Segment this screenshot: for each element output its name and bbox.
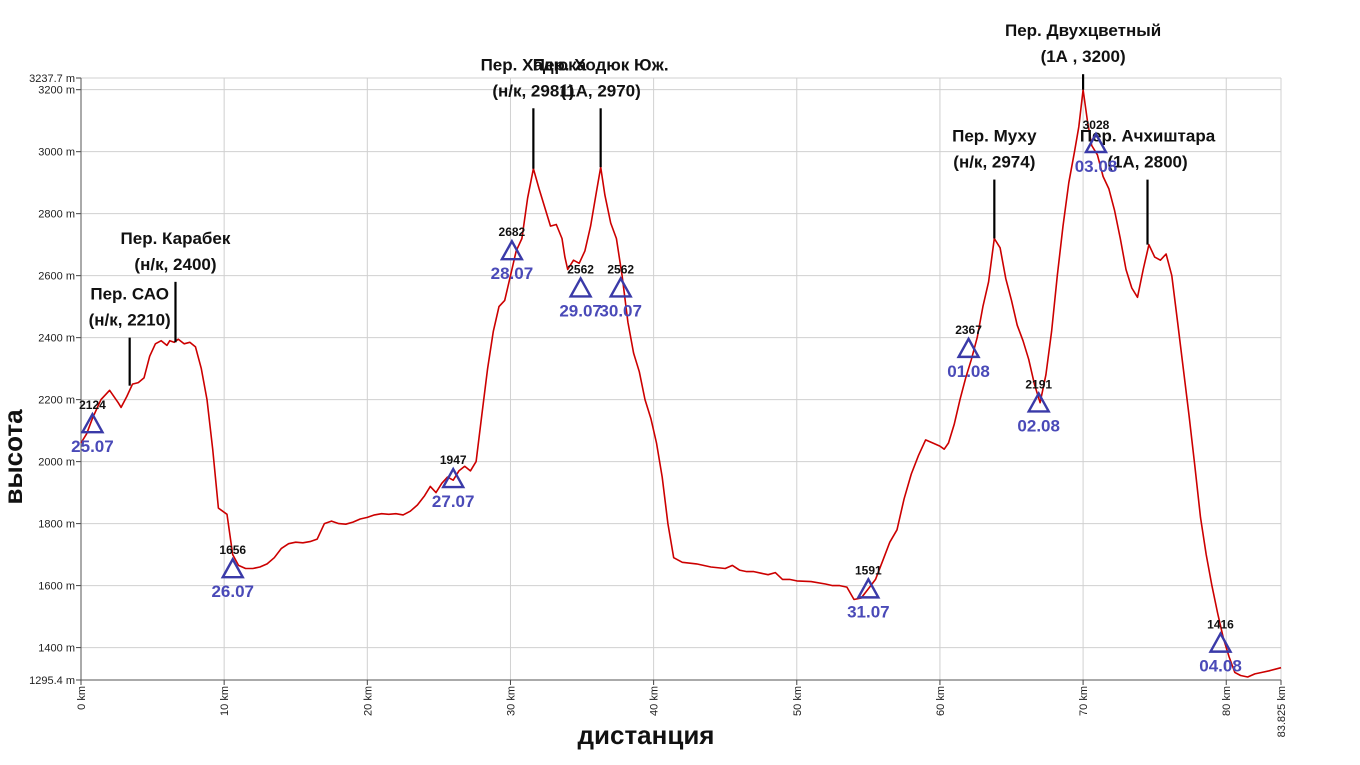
camp-triangle-marker (1026, 390, 1051, 413)
pass-label: Пер. Ачхиштара (1080, 127, 1216, 146)
camp-date-label: 27.07 (432, 492, 475, 511)
pass-label: (1А , 3200) (1041, 47, 1126, 66)
camp-elevation-label: 2562 (607, 262, 634, 276)
pass-label: (н/к, 2981) (492, 81, 574, 100)
y-tick-label: 1400 m (38, 643, 75, 655)
x-tick-label: 10 km (219, 686, 231, 716)
camp-elevation-label: 2682 (499, 225, 526, 239)
camp-date-label: 01.08 (947, 362, 990, 381)
y-tick-label: 2600 m (38, 271, 75, 283)
camp-date-label: 30.07 (599, 301, 642, 320)
x-tick-label: 0 km (76, 686, 88, 710)
x-tick-label: 60 km (935, 686, 947, 716)
x-tick-label: 50 km (792, 686, 804, 716)
y-tick-label: 1600 m (38, 581, 75, 593)
camp-triangle-marker (499, 238, 524, 261)
y-tick-label: 3200 m (38, 85, 75, 97)
y-tick-label: 3237.7 m (29, 73, 75, 85)
y-tick-label: 2200 m (38, 395, 75, 407)
y-tick-label: 2800 m (38, 209, 75, 221)
camp-date-label: 02.08 (1017, 416, 1060, 435)
camp-triangle-marker (956, 336, 981, 359)
camp-markers: 2124 25.07 1656 26.07 1947 27.07 2682 28.07 2562… (71, 118, 1242, 676)
x-tick-label: 30 km (505, 686, 517, 716)
x-tick-label: 40 km (649, 686, 661, 716)
y-tick-label: 1295.4 m (29, 675, 75, 687)
pass-label: Пер. Муху (952, 127, 1037, 146)
camp-triangle-marker (441, 466, 466, 489)
camp-elevation-label: 1591 (855, 563, 882, 577)
elevation-line (80, 88, 1282, 678)
pass-label: (1А, 2970) (560, 81, 640, 100)
camp-elevation-label: 1947 (440, 453, 467, 467)
camp-elevation-label: 1416 (1207, 618, 1234, 632)
camp-date-label: 25.07 (71, 437, 114, 456)
pass-label: (1А, 2800) (1107, 153, 1187, 172)
camp-elevation-label: 2191 (1025, 377, 1052, 391)
y-tick-label: 2400 m (38, 333, 75, 345)
camp-triangle-marker (1208, 631, 1233, 653)
y-tick-label: 1800 m (38, 519, 75, 531)
x-tick-label: 80 km (1221, 686, 1233, 716)
camp-elevation-label: 2124 (79, 398, 106, 412)
camp-elevation-label: 1656 (219, 543, 246, 557)
camp-triangle-marker (220, 556, 245, 579)
camp-elevation-label: 2367 (955, 323, 982, 337)
camp-date-label: 26.07 (211, 582, 254, 601)
pass-label: Пер. Хадюка (481, 55, 587, 74)
pass-label: (н/к, 2400) (134, 255, 216, 274)
camp-triangle-marker (568, 275, 593, 298)
pass-label: (н/к, 2974) (953, 153, 1035, 172)
camp-triangle-marker (80, 411, 105, 434)
camp-date-label: 29.07 (559, 301, 602, 320)
pass-label: Пер. Карабек (121, 229, 231, 248)
y-tick-label: 3000 m (38, 147, 75, 159)
pass-label: (н/к, 2210) (89, 311, 171, 330)
camp-triangle-marker (608, 275, 633, 298)
x-axis-title: дистанция (578, 720, 715, 750)
pass-label: Пер. САО (90, 285, 169, 304)
pass-label: Пер. Двухцветный (1005, 21, 1161, 40)
x-tick-label: 70 km (1078, 686, 1090, 716)
camp-triangle-marker (1083, 131, 1109, 154)
pass-annotations: Пер. САО (н/к, 2210) Пер. Карабек (н/к, 240… (89, 21, 1216, 386)
x-tick-label: 20 km (362, 686, 374, 716)
pass-label: Пер. Ходюк Юж. (533, 55, 669, 74)
camp-elevation-label: 3028 (1083, 118, 1110, 132)
camp-date-label: 28.07 (491, 264, 534, 283)
camp-date-label: 31.07 (847, 602, 890, 621)
camp-date-label: 03.08 (1075, 157, 1118, 176)
camp-triangle-marker (856, 576, 881, 599)
elevation-line-layer (80, 88, 1282, 678)
x-tick-label: 83.825 km (1276, 686, 1288, 737)
camp-date-label: 04.08 (1199, 657, 1242, 676)
camp-elevation-label: 2562 (567, 262, 594, 276)
y-tick-label: 2000 m (38, 457, 75, 469)
y-axis-title: высота (0, 409, 28, 505)
